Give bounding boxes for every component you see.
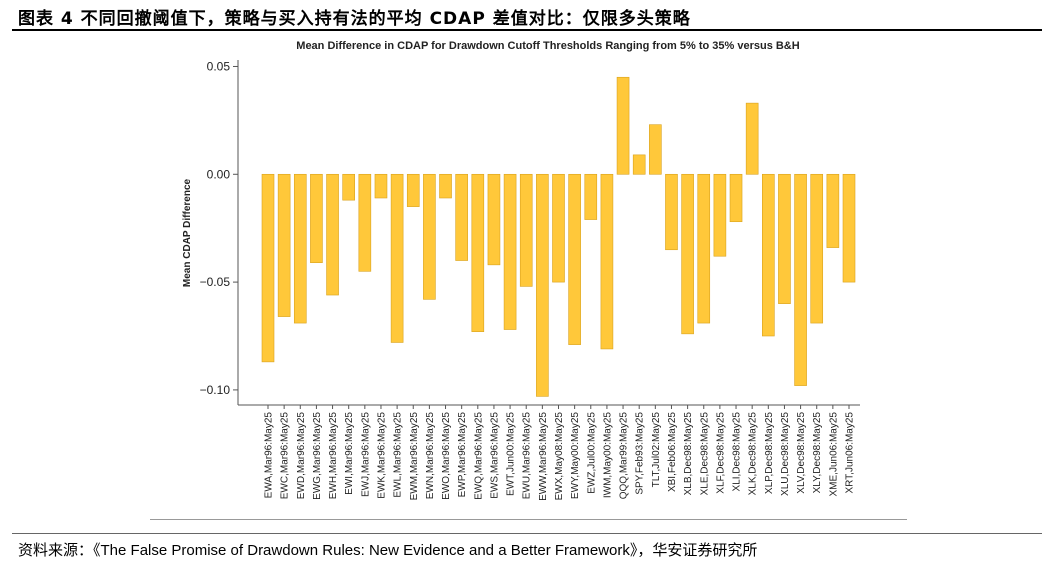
- bar: [277, 173, 291, 317]
- x-tick-label: XLF,Dec98:May25: [715, 412, 726, 494]
- x-tick-label: XLV,Dec98:May25: [796, 412, 807, 494]
- bar: [616, 76, 630, 175]
- x-tick-label: EWK,Mar96:May25: [376, 412, 387, 499]
- bar: [261, 173, 275, 363]
- bar: [810, 173, 824, 324]
- x-tick-label: EWL,Mar96:May25: [393, 412, 404, 498]
- bar: [584, 173, 598, 220]
- bar: [794, 173, 807, 386]
- x-tick-label: XRT,Jun06:May25: [845, 412, 856, 494]
- bar: [842, 173, 856, 283]
- top-rule: [12, 29, 1042, 31]
- bar: [745, 102, 759, 175]
- bar: [762, 173, 775, 337]
- x-tick-label: XLI,Dec98:May25: [732, 412, 743, 492]
- bar: [568, 173, 581, 345]
- x-tick-label: EWQ,Mar96:May25: [473, 412, 484, 500]
- x-tick-label: EWD,Mar96:May25: [296, 412, 307, 500]
- y-tick-label: 0.00: [207, 167, 231, 181]
- bar: [681, 173, 694, 335]
- bar: [390, 173, 404, 343]
- y-tick-label: −0.05: [200, 275, 231, 289]
- bar: [406, 173, 420, 207]
- bar: [487, 173, 501, 266]
- x-tick-label: SPY,Feb93:May25: [635, 412, 646, 495]
- bar: [471, 173, 485, 332]
- x-tick-label: TLT,Jul02:May25: [651, 412, 662, 488]
- bar: [665, 173, 678, 251]
- x-tick-label: EWU,Mar96:May25: [522, 412, 533, 500]
- x-tick-label: EWW,Mar96:May25: [538, 412, 549, 501]
- bar: [358, 173, 372, 272]
- x-tick-label: XLK,Dec98:May25: [748, 412, 759, 496]
- x-tick-label: XLB,Dec98:May25: [683, 412, 694, 496]
- x-tick-label: EWP,Mar96:May25: [457, 412, 468, 498]
- bar: [439, 173, 452, 199]
- x-tick-label: XLE,Dec98:May25: [699, 412, 710, 496]
- bar: [455, 173, 468, 261]
- chart-title: Mean Difference in CDAP for Drawdown Cut…: [296, 40, 799, 52]
- bar: [600, 173, 614, 350]
- bars: [261, 76, 856, 397]
- source-label: 资料来源：: [18, 541, 94, 559]
- x-tick-label: EWX,May08:May25: [554, 412, 565, 501]
- y-ticks: 0.05 0.00 −0.05 −0.10: [200, 59, 238, 397]
- x-tick-label: EWZ,Jul00:May25: [586, 412, 597, 494]
- source-publisher: ，华安证券研究所: [637, 541, 758, 559]
- chart-bottom-rule: [150, 519, 907, 520]
- bar: [632, 154, 646, 175]
- bar: [536, 173, 549, 397]
- x-tick-label: IWM,May00:May25: [602, 412, 613, 499]
- x-tick-label: EWC,Mar96:May25: [280, 412, 291, 500]
- bar: [326, 173, 339, 296]
- bar: [552, 173, 565, 283]
- bar: [778, 173, 791, 304]
- source-note: 资料来源：《The False Promise of Drawdown Rule…: [18, 539, 757, 560]
- axes: [237, 60, 860, 406]
- x-tick-label: EWM,Mar96:May25: [409, 412, 420, 501]
- bottom-rule: [12, 533, 1042, 534]
- x-tick-label: QQQ,Mar99:May25: [619, 412, 630, 500]
- x-tick-label: XBI,Feb06:May25: [667, 412, 678, 492]
- bar: [310, 173, 323, 263]
- x-tick-label: EWY,May00:May25: [570, 412, 581, 500]
- bar: [649, 124, 662, 175]
- x-tick-label: EWS,Mar96:May25: [489, 412, 500, 499]
- x-tick-label: EWT,Jun00:May25: [506, 412, 517, 496]
- figure-title: 图表 4 不同回撤阈值下，策略与买入持有法的平均 CDAP 差值对比：仅限多头策…: [18, 9, 691, 29]
- x-tick-label: EWH,Mar96:May25: [328, 412, 339, 500]
- x-tick-label: XLY,Dec98:May25: [812, 412, 823, 494]
- x-tick-label: XLU,Dec98:May25: [780, 412, 791, 496]
- bar: [374, 173, 388, 199]
- bar: [342, 173, 355, 201]
- x-tick-label: XLP,Dec98:May25: [764, 412, 775, 495]
- bar: [729, 173, 743, 223]
- y-tick-label: 0.05: [207, 59, 231, 73]
- x-tick-label: EWI,Mar96:May25: [344, 412, 355, 495]
- x-tick-label: EWJ,Mar96:May25: [360, 412, 371, 497]
- bar: [293, 173, 307, 324]
- bar: [713, 173, 727, 257]
- bar: [423, 173, 436, 300]
- x-tick-labels: EWA,Mar96:May25 EWC,Mar96:May25 EWD,Mar96:…: [264, 405, 856, 501]
- x-tick-label: EWA,Mar96:May25: [264, 412, 275, 499]
- x-tick-label: EWO,Mar96:May25: [441, 412, 452, 500]
- bar: [503, 173, 517, 330]
- y-tick-label: −0.10: [200, 383, 231, 397]
- source-book-title: 《The False Promise of Drawdown Rules: Ne…: [93, 542, 638, 559]
- bar: [826, 173, 840, 248]
- x-tick-label: EWG,Mar96:May25: [312, 412, 323, 500]
- x-tick-label: EWN,Mar96:May25: [425, 412, 436, 500]
- bar: [519, 173, 533, 287]
- y-axis-label: Mean CDAP Difference: [182, 178, 193, 287]
- bar: [697, 173, 711, 324]
- x-tick-label: XME,Jun06:May25: [828, 412, 839, 497]
